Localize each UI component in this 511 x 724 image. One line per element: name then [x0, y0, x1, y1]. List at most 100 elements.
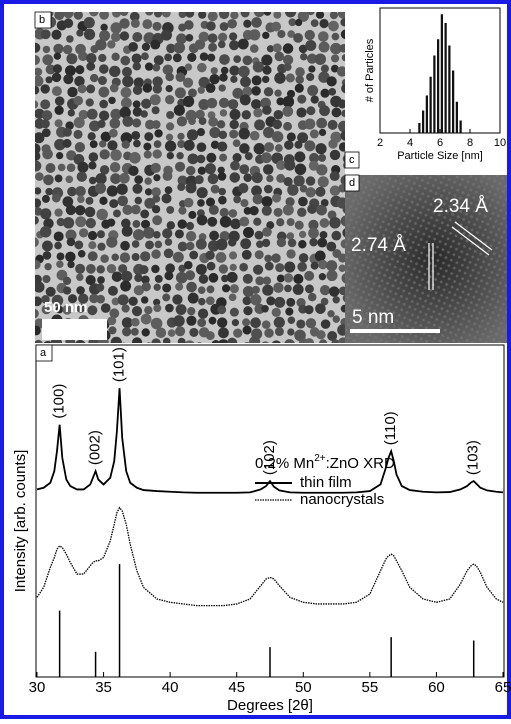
grain: [230, 160, 240, 171]
grain: [185, 182, 197, 194]
grain: [150, 162, 161, 173]
grain: [338, 264, 345, 273]
grain: [185, 270, 196, 281]
grain: [337, 12, 345, 19]
grain: [319, 218, 330, 228]
grain: [76, 303, 86, 313]
grain: [152, 195, 161, 203]
grain: [35, 160, 42, 172]
peak-label: (101): [111, 347, 128, 382]
grain: [130, 317, 140, 327]
grain: [218, 339, 229, 343]
grain: [160, 29, 173, 41]
grain: [187, 307, 196, 316]
grain: [144, 177, 152, 185]
grain: [43, 341, 52, 343]
grain: [239, 143, 250, 154]
grain: [263, 87, 274, 97]
grain: [131, 53, 142, 64]
grain: [154, 274, 163, 283]
grain: [35, 308, 39, 319]
grain: [75, 339, 86, 343]
grain: [261, 54, 273, 66]
grain: [194, 175, 204, 185]
grain: [35, 237, 39, 247]
grain: [254, 303, 265, 315]
grain: [230, 12, 239, 20]
grain: [40, 29, 51, 40]
grain: [309, 152, 320, 163]
grain: [144, 197, 156, 209]
grain: [66, 237, 76, 247]
grain: [229, 40, 240, 51]
series-line: [36, 388, 504, 494]
grain: [272, 193, 282, 203]
grain: [240, 12, 250, 18]
grain: [318, 41, 330, 53]
grain: [305, 39, 317, 52]
x-tick-label: 35: [95, 679, 112, 696]
grain: [98, 53, 107, 63]
grain: [77, 84, 87, 94]
bar: [425, 95, 428, 133]
grain: [122, 327, 132, 337]
grain: [266, 45, 275, 53]
grain: [143, 150, 152, 159]
grain: [304, 284, 314, 294]
grain: [185, 221, 195, 231]
grain: [140, 110, 148, 118]
grain: [239, 94, 251, 106]
bar: [459, 120, 462, 133]
grain: [45, 187, 53, 196]
grain: [67, 86, 78, 98]
grain: [336, 197, 345, 209]
grain: [106, 185, 118, 197]
grain: [298, 253, 309, 263]
grain: [133, 77, 144, 88]
grain: [304, 338, 315, 343]
grain: [145, 240, 154, 250]
grain: [209, 127, 221, 139]
grain: [122, 204, 133, 216]
grain: [142, 83, 153, 93]
grain: [330, 54, 340, 63]
grain: [216, 120, 226, 129]
grain: [144, 188, 153, 196]
grain: [162, 337, 171, 343]
grain: [240, 199, 249, 208]
grain: [239, 216, 250, 227]
peak-label: (110): [382, 411, 399, 445]
grain: [35, 198, 42, 208]
grain: [219, 109, 228, 117]
grain: [295, 67, 305, 77]
grain: [109, 199, 119, 209]
grain: [252, 61, 264, 73]
grain: [65, 229, 77, 241]
grain: [62, 217, 75, 229]
grain: [162, 293, 171, 302]
grain: [243, 306, 253, 316]
grain: [298, 240, 307, 249]
x-tick-label: 10: [494, 137, 506, 149]
grain: [85, 196, 94, 205]
grain: [56, 260, 64, 268]
grain: [293, 273, 304, 284]
grain: [261, 305, 269, 313]
grain: [173, 41, 186, 54]
grain: [41, 295, 50, 304]
tem-image: [35, 12, 345, 343]
grain: [41, 128, 51, 138]
series-line: [36, 506, 504, 607]
hrtem-image: [345, 175, 508, 343]
grain: [340, 304, 345, 313]
grain: [54, 96, 65, 106]
grain: [241, 110, 251, 120]
grain: [144, 62, 154, 71]
grain: [88, 241, 97, 250]
grain: [66, 163, 76, 172]
grain: [283, 121, 293, 131]
grain: [141, 282, 151, 292]
grain: [121, 140, 130, 149]
grain: [151, 106, 160, 115]
chart-title: 0.2% Mn2+:ZnO XRD: [255, 453, 395, 472]
